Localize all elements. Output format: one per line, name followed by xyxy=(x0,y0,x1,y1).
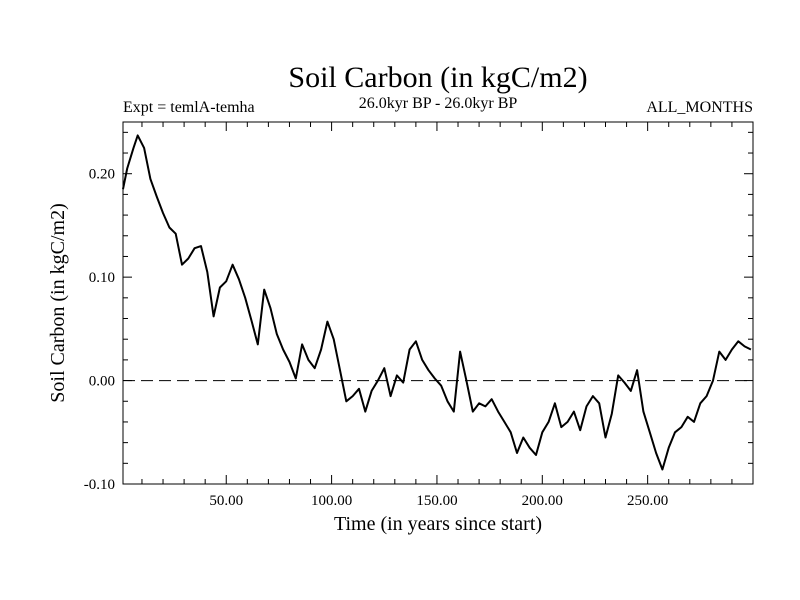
chart-title: Soil Carbon (in kgC/m2) xyxy=(288,61,587,94)
y-axis-label: Soil Carbon (in kgC/m2) xyxy=(47,203,69,402)
x-tick-label: 250.00 xyxy=(627,493,668,509)
tick-labels: 50.00 100.00 150.00 200.00 250.00 -0.10 0.00 0.… xyxy=(84,167,669,509)
x-tick-label: 200.00 xyxy=(522,493,563,509)
experiment-label: Expt = temlA-temha xyxy=(123,99,255,116)
time-range-label: 26.0kyr BP - 26.0kyr BP xyxy=(359,95,518,112)
y-tick-label: 0.10 xyxy=(89,270,115,286)
x-axis-label: Time (in years since start) xyxy=(334,513,542,535)
x-tick-label: 100.00 xyxy=(311,493,352,509)
axis-ticks xyxy=(123,122,753,485)
y-tick-label: -0.10 xyxy=(84,477,115,493)
series-line xyxy=(122,134,752,471)
x-tick-label: 50.00 xyxy=(209,493,243,509)
y-tick-label: 0.00 xyxy=(89,374,115,390)
months-label: ALL_MONTHS xyxy=(646,99,753,116)
y-tick-label: 0.20 xyxy=(89,167,115,183)
plot-frame xyxy=(122,121,754,485)
x-tick-label: 150.00 xyxy=(416,493,457,509)
